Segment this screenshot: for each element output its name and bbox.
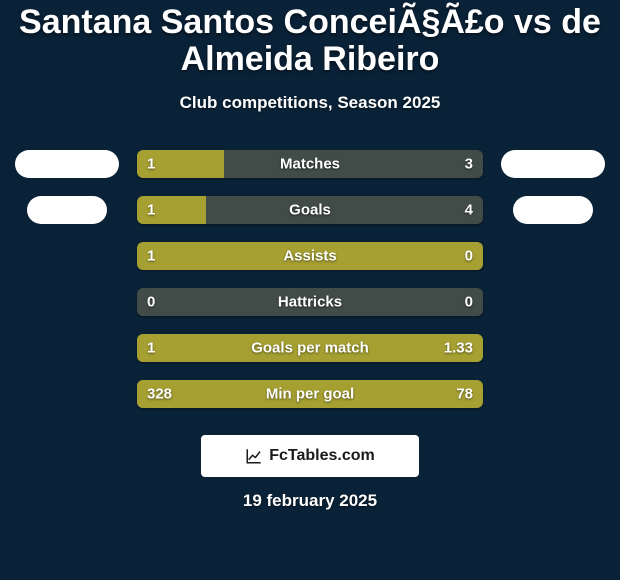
team-pill-left xyxy=(27,196,107,224)
stat-bar: 1 Assists 0 xyxy=(137,242,483,270)
team-pill-left xyxy=(15,150,119,178)
stat-label: Min per goal xyxy=(266,385,354,402)
stat-row: 1 Goals 4 xyxy=(0,187,620,233)
stat-row: 1 Assists 0 xyxy=(0,233,620,279)
value-right: 0 xyxy=(465,247,473,264)
team-pill-right xyxy=(501,150,605,178)
team-pill-right xyxy=(513,196,593,224)
value-left: 328 xyxy=(147,385,172,402)
stat-bar: 328 Min per goal 78 xyxy=(137,380,483,408)
value-right: 78 xyxy=(456,385,473,402)
stat-label: Matches xyxy=(280,155,340,172)
source-badge: FcTables.com xyxy=(201,435,419,477)
value-right: 4 xyxy=(465,201,473,218)
subtitle: Club competitions, Season 2025 xyxy=(0,93,620,113)
stat-label: Assists xyxy=(283,247,336,264)
left-side xyxy=(15,196,119,224)
value-right: 1.33 xyxy=(444,339,473,356)
right-side xyxy=(501,196,605,224)
value-left: 1 xyxy=(147,201,155,218)
stat-bar: 1 Matches 3 xyxy=(137,150,483,178)
footer-date: 19 february 2025 xyxy=(0,491,620,511)
value-left: 0 xyxy=(147,293,155,310)
value-right: 0 xyxy=(465,293,473,310)
stat-bar: 1 Goals per match 1.33 xyxy=(137,334,483,362)
left-side xyxy=(15,150,119,178)
stat-row: 1 Matches 3 xyxy=(0,141,620,187)
value-right: 3 xyxy=(465,155,473,172)
value-left: 1 xyxy=(147,247,155,264)
stat-row: 0 Hattricks 0 xyxy=(0,279,620,325)
value-left: 1 xyxy=(147,155,155,172)
value-left: 1 xyxy=(147,339,155,356)
stat-label: Goals per match xyxy=(251,339,369,356)
stat-bar: 0 Hattricks 0 xyxy=(137,288,483,316)
right-side xyxy=(501,150,605,178)
stat-label: Goals xyxy=(289,201,331,218)
stats-list: 1 Matches 3 1 Goals 4 1 Assists 0 0 Hattricks 0 1 Goa… xyxy=(0,141,620,417)
stats-card: Santana Santos ConceiÃ§Ã£o vs de Almeida… xyxy=(0,0,620,580)
stat-bar: 1 Goals 4 xyxy=(137,196,483,224)
chart-icon xyxy=(245,447,263,465)
stat-row: 328 Min per goal 78 xyxy=(0,371,620,417)
stat-row: 1 Goals per match 1.33 xyxy=(0,325,620,371)
badge-text: FcTables.com xyxy=(269,447,375,465)
page-title: Santana Santos ConceiÃ§Ã£o vs de Almeida… xyxy=(0,4,620,79)
stat-label: Hattricks xyxy=(278,293,342,310)
